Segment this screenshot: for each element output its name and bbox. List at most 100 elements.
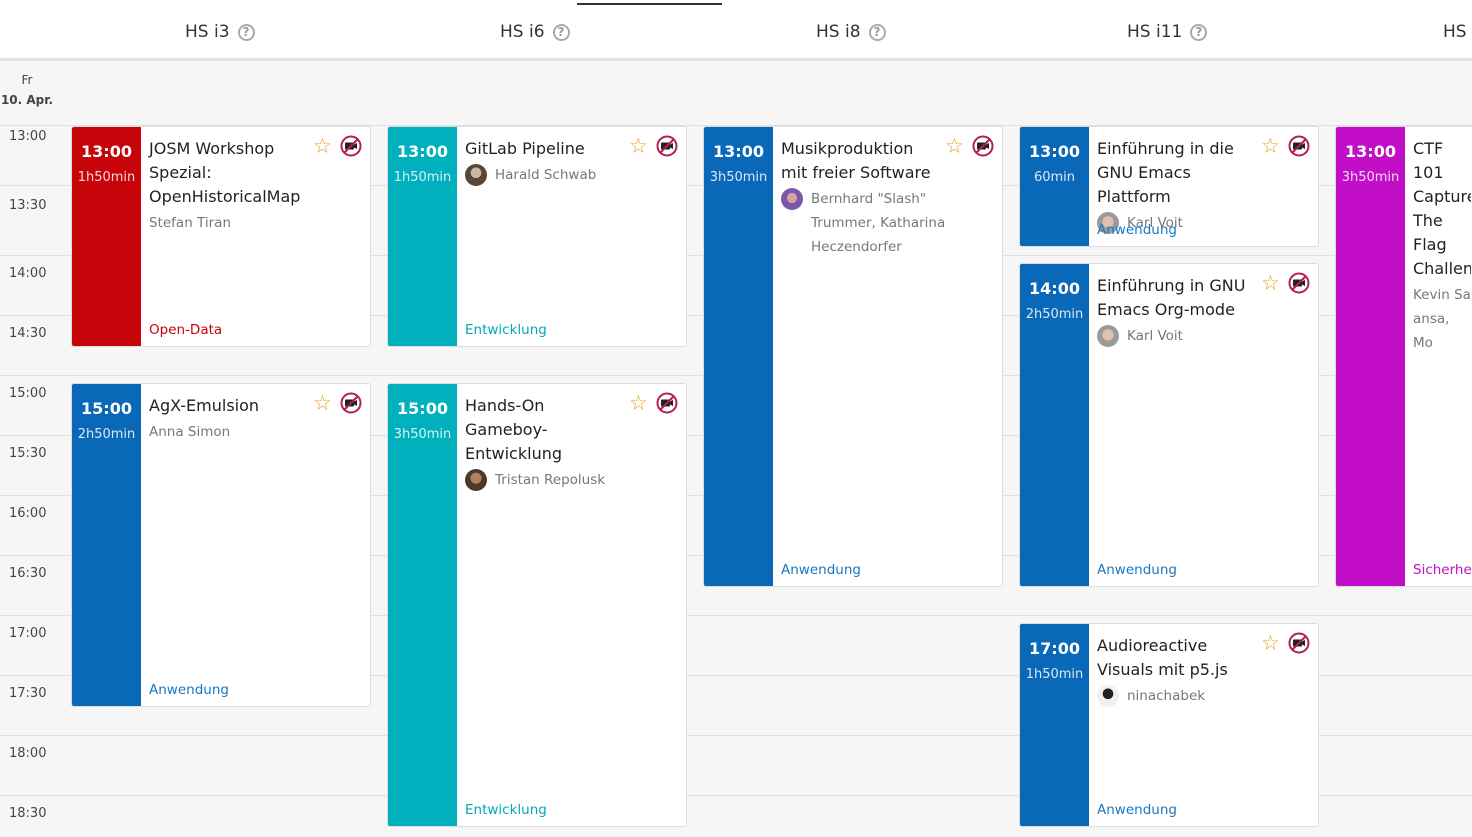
- room-label: HS i3: [185, 22, 230, 42]
- session-track: Sicherheit: [1413, 562, 1471, 578]
- star-outline-icon[interactable]: ☆: [629, 134, 648, 158]
- session-start: 13:00: [81, 142, 132, 161]
- session-start: 15:00: [81, 399, 132, 418]
- session-speaker[interactable]: Bernhard "Slash" Trummer, Katharina Hecz…: [781, 187, 994, 259]
- session-card[interactable]: 13:00 3h50min Musikproduktion mit freier…: [703, 126, 1003, 587]
- session-speaker[interactable]: ninachabek: [1097, 684, 1310, 708]
- session-speaker[interactable]: Tristan Repolusk: [465, 468, 678, 492]
- no-recording-icon: [1288, 632, 1310, 654]
- session-duration: 3h50min: [1341, 170, 1400, 185]
- session-title: AgX-Emulsion: [149, 396, 260, 415]
- no-recording-icon: [340, 135, 362, 157]
- session-card[interactable]: 13:00 1h50min JOSM Workshop Spezial: Ope…: [71, 126, 371, 347]
- star-outline-icon[interactable]: ☆: [629, 391, 648, 415]
- session-duration: 1h50min: [393, 170, 452, 185]
- help-icon[interactable]: ?: [237, 23, 255, 41]
- session-start: 13:00: [713, 142, 764, 161]
- session-card[interactable]: 13:00 3h50min CTF 101 Capture The Flag C…: [1335, 126, 1472, 587]
- grid-line: [0, 735, 1472, 736]
- session-track: Anwendung: [149, 682, 229, 698]
- session-title: JOSM Workshop Spezial: OpenHistoricalMap: [149, 139, 301, 206]
- speaker-avatar: [1097, 212, 1119, 234]
- session-title: Musikproduktion mit freier Software: [781, 139, 931, 182]
- time-label: 14:00: [9, 266, 47, 281]
- help-icon[interactable]: ?: [1190, 23, 1208, 41]
- session-card[interactable]: 13:00 60min Einführung in die GNU Emacs …: [1019, 126, 1319, 247]
- star-outline-icon[interactable]: ☆: [1261, 134, 1280, 158]
- room-label: HS i6: [500, 22, 545, 42]
- session-speaker[interactable]: Stefan Tiran: [149, 211, 362, 235]
- session-title: CTF 101 Capture The Flag Challenges: [1413, 139, 1471, 278]
- session-speaker[interactable]: Anna Simon: [149, 420, 362, 444]
- day-weekday: Fr: [21, 73, 33, 87]
- room-label: HS i8: [816, 22, 861, 42]
- session-speaker[interactable]: Karl Voit: [1097, 211, 1310, 235]
- speaker-name: Tristan Repolusk: [495, 472, 606, 488]
- session-speaker[interactable]: Karl Voit: [1097, 324, 1310, 348]
- session-card[interactable]: 15:00 2h50min AgX-Emulsion Anna Simon An…: [71, 383, 371, 707]
- session-track: Anwendung: [781, 562, 861, 578]
- session-time-bar: 14:00 2h50min: [1020, 264, 1089, 586]
- day-label: Fr 10. Apr.: [0, 70, 54, 110]
- session-time-bar: 17:00 1h50min: [1020, 624, 1089, 826]
- time-label: 18:00: [9, 746, 47, 761]
- session-title: Audioreactive Visuals mit p5.js: [1097, 636, 1228, 679]
- session-title: Einführung in GNU Emacs Org-mode: [1097, 276, 1246, 319]
- time-label: 13:00: [9, 129, 47, 144]
- session-card[interactable]: 14:00 2h50min Einführung in GNU Emacs Or…: [1019, 263, 1319, 587]
- star-outline-icon[interactable]: ☆: [1261, 631, 1280, 655]
- grid-line: [0, 675, 1472, 676]
- room-hs-i11[interactable]: HS i11 ?: [1127, 20, 1208, 44]
- session-time-bar: 13:00 1h50min: [72, 127, 141, 346]
- session-start: 13:00: [397, 142, 448, 161]
- session-track: Entwicklung: [465, 322, 547, 338]
- session-duration: 3h50min: [709, 170, 768, 185]
- speaker-name: Kevin Sa ansa, Mo: [1413, 287, 1471, 351]
- speaker-name: ninachabek: [1127, 688, 1206, 704]
- star-outline-icon[interactable]: ☆: [945, 134, 964, 158]
- speaker-name: Stefan Tiran: [149, 215, 232, 231]
- session-duration: 1h50min: [77, 170, 136, 185]
- no-recording-icon: [656, 135, 678, 157]
- star-outline-icon[interactable]: ☆: [313, 391, 332, 415]
- no-recording-icon: [972, 135, 994, 157]
- time-label: 18:30: [9, 806, 47, 821]
- grid-line: [0, 125, 1472, 126]
- help-icon[interactable]: ?: [868, 23, 886, 41]
- no-recording-icon: [1288, 272, 1310, 294]
- time-label: 16:30: [9, 566, 47, 581]
- session-track: Anwendung: [1097, 562, 1177, 578]
- room-label: HS: [1443, 22, 1467, 42]
- session-time-bar: 15:00 3h50min: [388, 384, 457, 826]
- session-title: GitLab Pipeline: [465, 139, 585, 158]
- star-outline-icon[interactable]: ☆: [1261, 271, 1280, 295]
- room-label: HS i11: [1127, 22, 1183, 42]
- room-hs-i6[interactable]: HS i6 ?: [500, 20, 570, 44]
- session-start: 13:00: [1345, 142, 1396, 161]
- grid-line: [0, 615, 1472, 616]
- session-time-bar: 13:00 60min: [1020, 127, 1089, 246]
- session-time-bar: 13:00 3h50min: [704, 127, 773, 586]
- room-hs-i3[interactable]: HS i3 ?: [185, 20, 255, 44]
- help-icon[interactable]: ?: [552, 23, 570, 41]
- session-title: Einführung in die GNU Emacs Plattform: [1097, 139, 1234, 206]
- room-hs-i8[interactable]: HS i8 ?: [816, 20, 886, 44]
- speaker-avatar: [465, 469, 487, 491]
- session-speaker[interactable]: Kevin Sa ansa, Mo: [1413, 283, 1471, 355]
- star-outline-icon[interactable]: ☆: [313, 134, 332, 158]
- session-start: 17:00: [1029, 639, 1080, 658]
- session-duration: 2h50min: [1025, 307, 1084, 322]
- session-speaker[interactable]: Harald Schwab: [465, 163, 678, 187]
- session-card[interactable]: 17:00 1h50min Audioreactive Visuals mit …: [1019, 623, 1319, 827]
- session-time-bar: 13:00 3h50min: [1336, 127, 1405, 586]
- speaker-name: Karl Voit: [1127, 328, 1183, 344]
- no-recording-icon: [1288, 135, 1310, 157]
- session-card[interactable]: 15:00 3h50min Hands-On Gameboy-Entwicklu…: [387, 383, 687, 827]
- session-duration: 1h50min: [1025, 667, 1084, 682]
- session-card[interactable]: 13:00 1h50min GitLab Pipeline Harald Sch…: [387, 126, 687, 347]
- session-time-bar: 13:00 1h50min: [388, 127, 457, 346]
- speaker-name: Karl Voit: [1127, 215, 1183, 231]
- time-label: 15:00: [9, 386, 47, 401]
- room-hs-partial[interactable]: HS: [1443, 20, 1467, 44]
- time-label: 14:30: [9, 326, 47, 341]
